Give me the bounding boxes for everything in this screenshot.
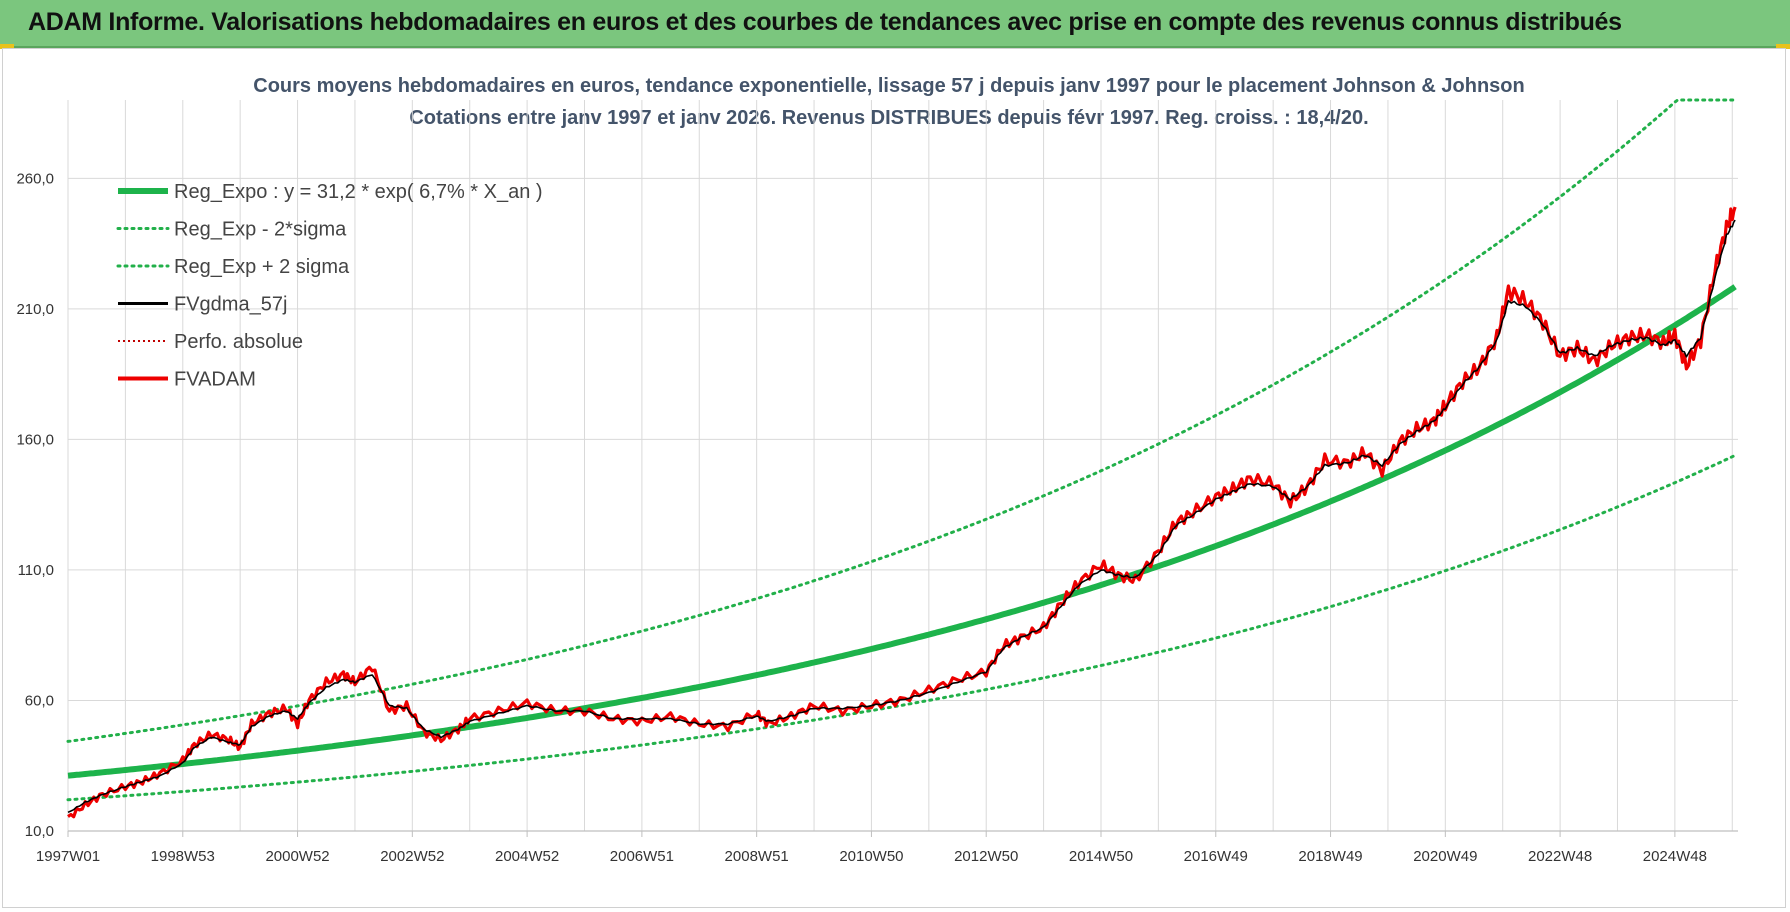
y-axis: 10,0 60,0 110,0 160,0 210,0 260,0 bbox=[16, 170, 54, 840]
legend-label-reg_plus: Reg_Exp + 2 sigma bbox=[174, 256, 350, 278]
x-tick-label: 2008W51 bbox=[725, 848, 789, 865]
report-banner: ADAM Informe. Valorisations hebdomadaire… bbox=[0, 0, 1790, 48]
y-tick-label: 10,0 bbox=[25, 823, 54, 840]
x-tick-label: 2024W48 bbox=[1643, 848, 1707, 865]
report-title: ADAM Informe. Valorisations hebdomadaire… bbox=[28, 8, 1622, 36]
series-reg-expo bbox=[67, 284, 1737, 779]
x-axis: 1997W01 1998W53 2000W52 2002W52 2004W52 2006W… bbox=[36, 831, 1707, 865]
legend-label-reg_minus: Reg_Exp - 2*sigma bbox=[174, 219, 347, 241]
x-tick-label: 2012W50 bbox=[954, 848, 1018, 865]
x-tick-label: 2020W49 bbox=[1413, 848, 1477, 865]
legend-label-reg_expo: Reg_Expo : y = 31,2 * exp( 6,7% * X_an ) bbox=[174, 181, 543, 203]
x-tick-label: 2010W50 bbox=[839, 848, 903, 865]
x-tick-label: 2022W48 bbox=[1528, 848, 1592, 865]
series-fvgdma-57j bbox=[67, 219, 1736, 814]
chart-subtitle: Cotations entre janv 1997 et janv 2026. … bbox=[409, 107, 1368, 129]
x-tick-label: 2002W52 bbox=[380, 848, 444, 865]
y-tick-label: 60,0 bbox=[25, 692, 54, 709]
x-tick-label: 1998W53 bbox=[151, 848, 215, 865]
x-tick-label: 2006W51 bbox=[610, 848, 674, 865]
x-tick-label: 2004W52 bbox=[495, 848, 559, 865]
series-reg-exp-minus-2sigma bbox=[66, 453, 1737, 802]
x-tick-label: 2018W49 bbox=[1298, 848, 1362, 865]
legend-label-fvadam: FVADAM bbox=[174, 369, 256, 391]
series-reg-exp-plus-2sigma bbox=[66, 98, 1737, 743]
x-tick-label: 2014W50 bbox=[1069, 848, 1133, 865]
legend-label-fvgdma: FVgdma_57j bbox=[174, 294, 287, 316]
y-tick-label: 160,0 bbox=[16, 431, 54, 448]
y-tick-label: 260,0 bbox=[16, 170, 54, 187]
series-layer bbox=[66, 98, 1737, 819]
x-tick-label: 1997W01 bbox=[36, 848, 100, 865]
x-tick-label: 2016W49 bbox=[1184, 848, 1248, 865]
chart-frame bbox=[2, 48, 1786, 908]
corner-mark bbox=[1776, 44, 1790, 49]
grid bbox=[67, 100, 1738, 832]
y-tick-label: 210,0 bbox=[16, 301, 54, 318]
corner-mark bbox=[0, 44, 14, 49]
legend: Reg_Expo : y = 31,2 * exp( 6,7% * X_an )… bbox=[116, 181, 543, 391]
y-tick-label: 110,0 bbox=[18, 562, 54, 579]
x-tick-label: 2000W52 bbox=[265, 848, 329, 865]
legend-label-perfo: Perfo. absolue bbox=[174, 331, 303, 353]
chart-title: Cours moyens hebdomadaires en euros, ten… bbox=[253, 75, 1524, 97]
series-fvadam bbox=[67, 206, 1737, 819]
